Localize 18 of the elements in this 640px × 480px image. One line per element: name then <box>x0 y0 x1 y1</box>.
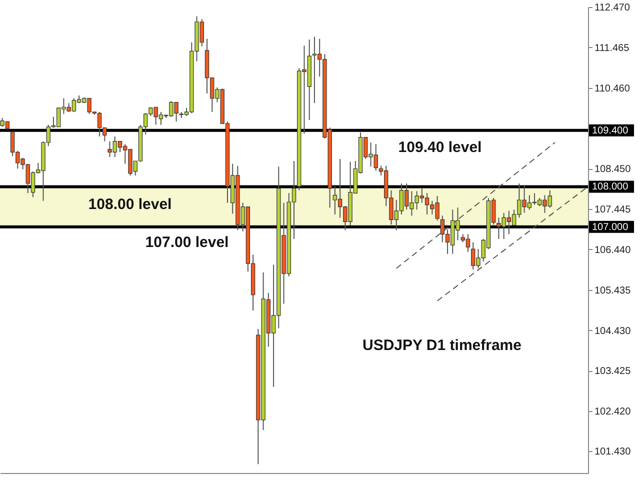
y-tick-label: 108.450 <box>594 164 632 176</box>
annotation: 108.00 level <box>88 196 172 213</box>
y-tick-label: 111.465 <box>594 42 630 54</box>
y-tick-label: 102.420 <box>594 406 632 418</box>
y-tick-label: 110.460 <box>594 83 630 94</box>
ref-line-label: 109.400 <box>592 125 629 136</box>
y-tick-label: 106.440 <box>594 244 632 256</box>
y-tick-label: 103.425 <box>594 366 632 378</box>
y-tick-label: 101.430 <box>594 446 632 458</box>
y-tick-label: 104.430 <box>594 326 632 337</box>
ref-line-label: 108.000 <box>592 182 629 193</box>
annotation: USDJPY D1 timeframe <box>362 337 522 354</box>
annotation: 109.40 level <box>398 139 482 156</box>
y-tick-label: 107.445 <box>594 204 632 216</box>
ref-line-label: 107.000 <box>592 222 629 233</box>
annotation: 107.00 level <box>145 234 229 251</box>
y-tick-label: 112.470 <box>594 2 630 14</box>
y-tick-label: 105.435 <box>594 285 632 296</box>
